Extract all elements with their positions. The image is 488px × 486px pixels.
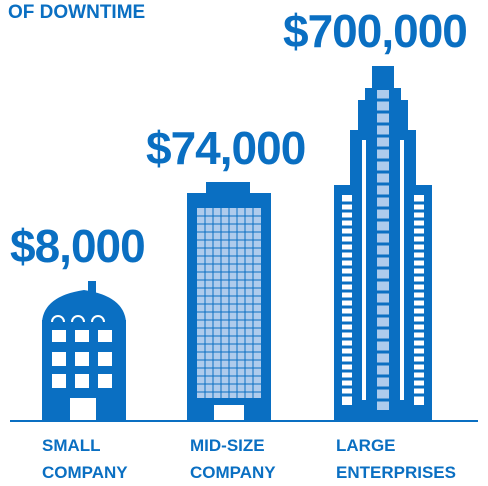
item-label: COMPANY (190, 463, 276, 482)
infographic: OF DOWNTIME $8,000 $74,000 $700,000 (0, 0, 488, 486)
item-label: MID-SIZE (190, 436, 265, 455)
title: OF DOWNTIME (8, 2, 145, 23)
value-label: $74,000 (146, 122, 305, 174)
value-label: $700,000 (283, 5, 467, 57)
large-building (334, 66, 432, 421)
value-label: $8,000 (10, 220, 145, 272)
small-building (42, 281, 126, 421)
item-label: COMPANY (42, 463, 128, 482)
mid-building (187, 182, 271, 421)
item-label: ENTERPRISES (336, 463, 456, 482)
item-label: SMALL (42, 436, 101, 455)
item-label: LARGE (336, 436, 396, 455)
